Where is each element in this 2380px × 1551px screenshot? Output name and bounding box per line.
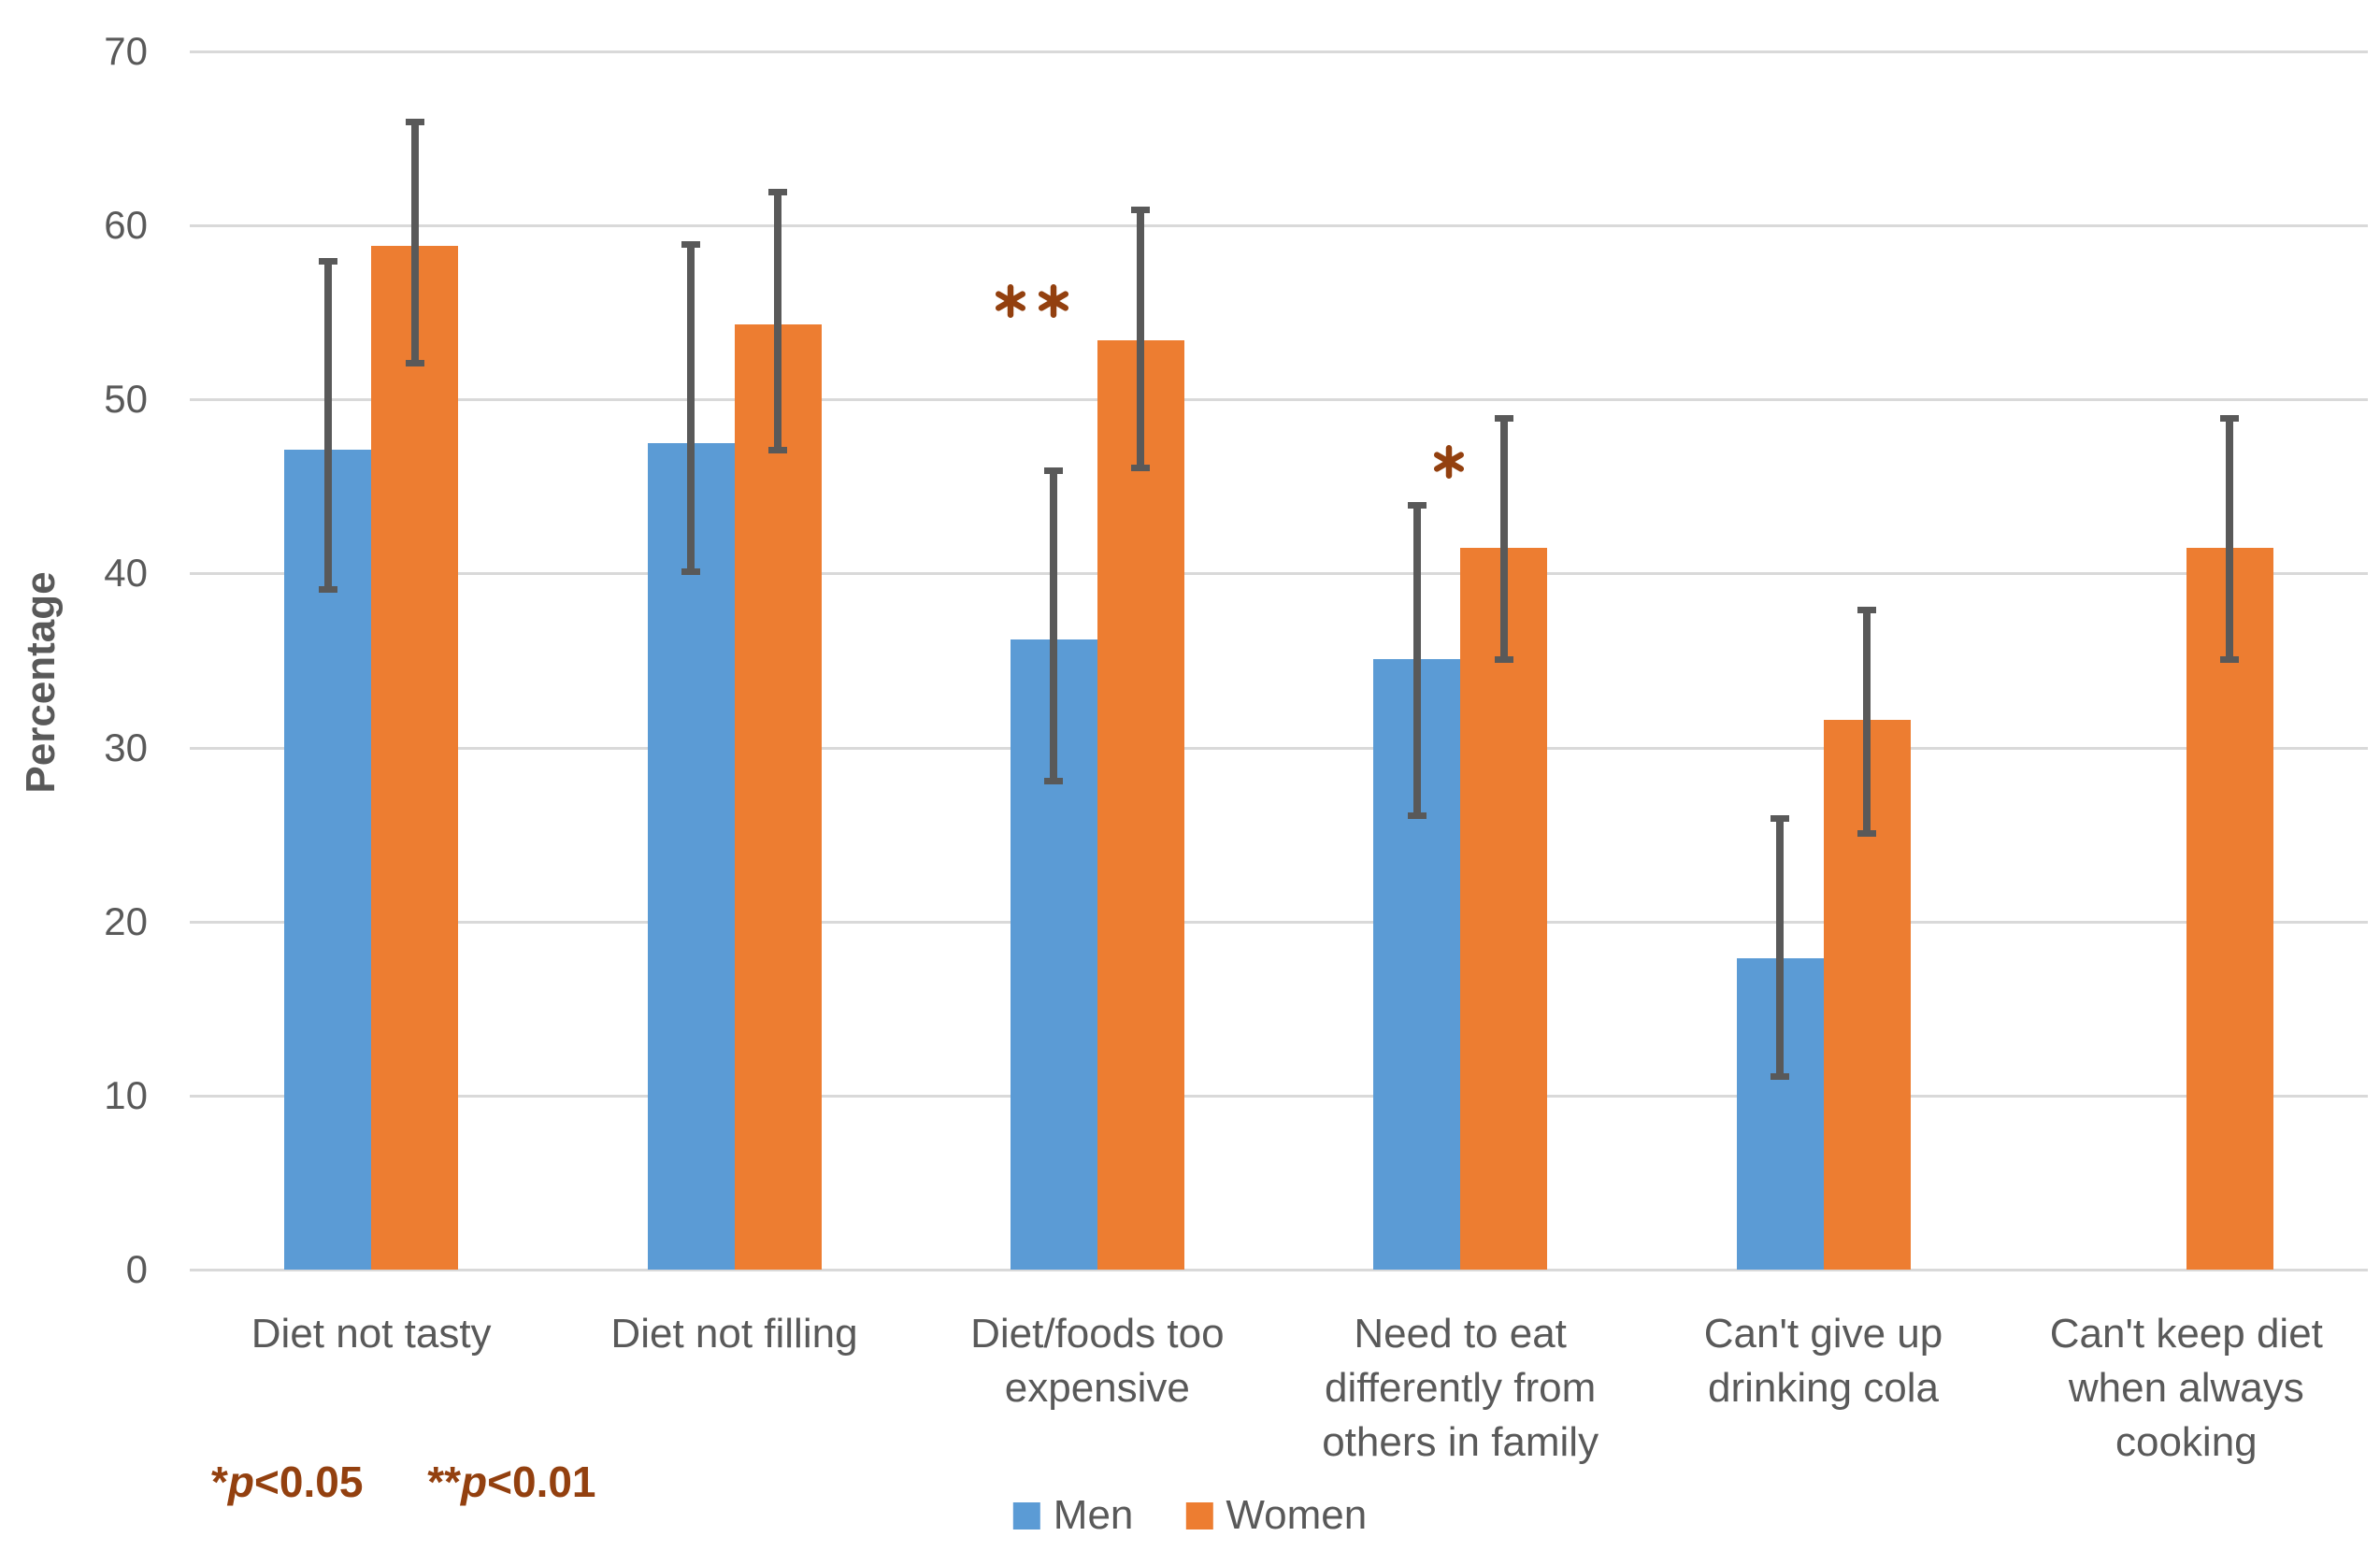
error-cap-bottom [768,447,787,454]
error-cap-bottom [1857,829,1876,837]
asterisk-icon [995,284,1026,318]
error-cap-bottom [405,360,424,367]
category-label-line: Diet/foods too [970,1311,1225,1357]
bar-women-3 [1460,547,1548,1270]
error-cap-bottom [681,568,700,576]
significance-marker-1 [1432,445,1466,479]
legend-item-men: Men [1012,1492,1134,1539]
error-bar-women-0 [410,121,419,366]
category-label-line: cooking [2115,1419,2258,1465]
category-label-line: Can't keep diet [2049,1311,2323,1357]
error-cap-bottom [318,586,337,594]
category-label-4: Can't give up drinking cola [1618,1307,2029,1415]
significance-marker-0 [994,284,1070,318]
error-cap-top [1044,467,1064,474]
error-cap-top [1131,206,1151,213]
category-label-0: Diet not tasty [165,1307,577,1361]
bar-women-1 [734,324,822,1270]
error-bar-women-4 [1863,608,1871,835]
gridline [190,50,2368,53]
bar-women-2 [1097,339,1184,1270]
error-bar-men-2 [1050,468,1058,783]
error-bar-women-5 [2226,416,2234,661]
error-cap-top [1857,606,1876,613]
gridline [190,1094,2368,1098]
error-bar-men-4 [1776,817,1784,1079]
gridline [190,224,2368,228]
category-label-line: when always [2068,1365,2304,1411]
error-cap-bottom [1044,777,1064,784]
error-bar-men-0 [323,260,332,592]
category-label-2: Diet/foods too expensive [892,1307,1303,1415]
y-tick-label: 30 [104,725,148,769]
y-tick-label: 60 [104,203,148,248]
category-label-line: Diet not tasty [251,1311,492,1357]
category-label-5: Can't keep diet when always cooking [1981,1307,2380,1470]
footnote-p-less-001: **p<0.01 [427,1458,595,1506]
y-tick-label: 20 [104,898,148,943]
category-label-line: drinking cola [1707,1365,1940,1411]
error-cap-top [2220,414,2240,422]
y-tick-label: 40 [104,551,148,596]
y-tick-label: 10 [104,1072,148,1117]
legend-label: Women [1226,1492,1368,1538]
bar-women-0 [371,246,459,1270]
error-cap-bottom [1407,812,1427,820]
bar-women-5 [2186,547,2273,1270]
asterisk-icon [1038,284,1069,318]
category-label-line: others in family [1322,1419,1599,1465]
footnote-star-2: ** [427,1458,462,1506]
error-bar-men-3 [1412,503,1421,818]
error-bar-women-3 [1499,416,1508,661]
error-cap-bottom [1131,464,1151,471]
gridline [190,398,2368,402]
category-label-line: Diet not filling [610,1311,858,1357]
footnote-p-symbol-2: p [461,1458,488,1506]
gridline [190,572,2368,576]
error-cap-top [681,240,700,248]
error-bar-men-1 [687,242,695,574]
x-axis-line [190,1269,2368,1271]
y-tick-label: 0 [125,1247,148,1291]
category-label-1: Diet not filling [529,1307,940,1361]
footnote-cond-2: <0.01 [487,1458,596,1506]
legend-item-women: Women [1185,1492,1367,1539]
category-label-line: expensive [1004,1365,1190,1411]
legend-swatch-women [1185,1501,1213,1529]
footnote-star-1: * [211,1458,228,1506]
footnote-p-less-005: *p<0.05 [211,1458,363,1506]
bar-men-1 [647,442,735,1270]
error-cap-top [1407,501,1427,509]
y-tick-label: 70 [104,29,148,73]
category-label-line: Need to eat [1354,1311,1567,1357]
error-cap-bottom [1494,655,1513,663]
error-bar-women-2 [1137,208,1145,469]
error-cap-top [1494,414,1513,422]
footnote-p-symbol-1: p [227,1458,255,1506]
legend-label: Men [1053,1492,1134,1538]
error-cap-top [768,188,787,195]
footnote-cond-1: <0.05 [254,1458,364,1506]
y-tick-label: 50 [104,377,148,422]
gridline [190,746,2368,750]
error-cap-top [405,119,424,126]
category-label-3: Need to eat differently from others in fam… [1255,1307,1666,1470]
error-cap-top [318,258,337,266]
error-cap-bottom [2220,655,2240,663]
gridline [190,920,2368,924]
category-label-line: Can't give up [1703,1311,1943,1357]
chart-legend: Men Women [1012,1492,1367,1539]
legend-swatch-men [1012,1501,1040,1529]
error-bar-women-1 [774,190,781,452]
error-cap-bottom [1771,1073,1789,1081]
significance-footnote: *p<0.05 **p<0.01 [211,1457,596,1507]
asterisk-icon [1433,445,1465,479]
category-label-line: differently from [1325,1365,1597,1411]
error-cap-top [1771,815,1789,823]
